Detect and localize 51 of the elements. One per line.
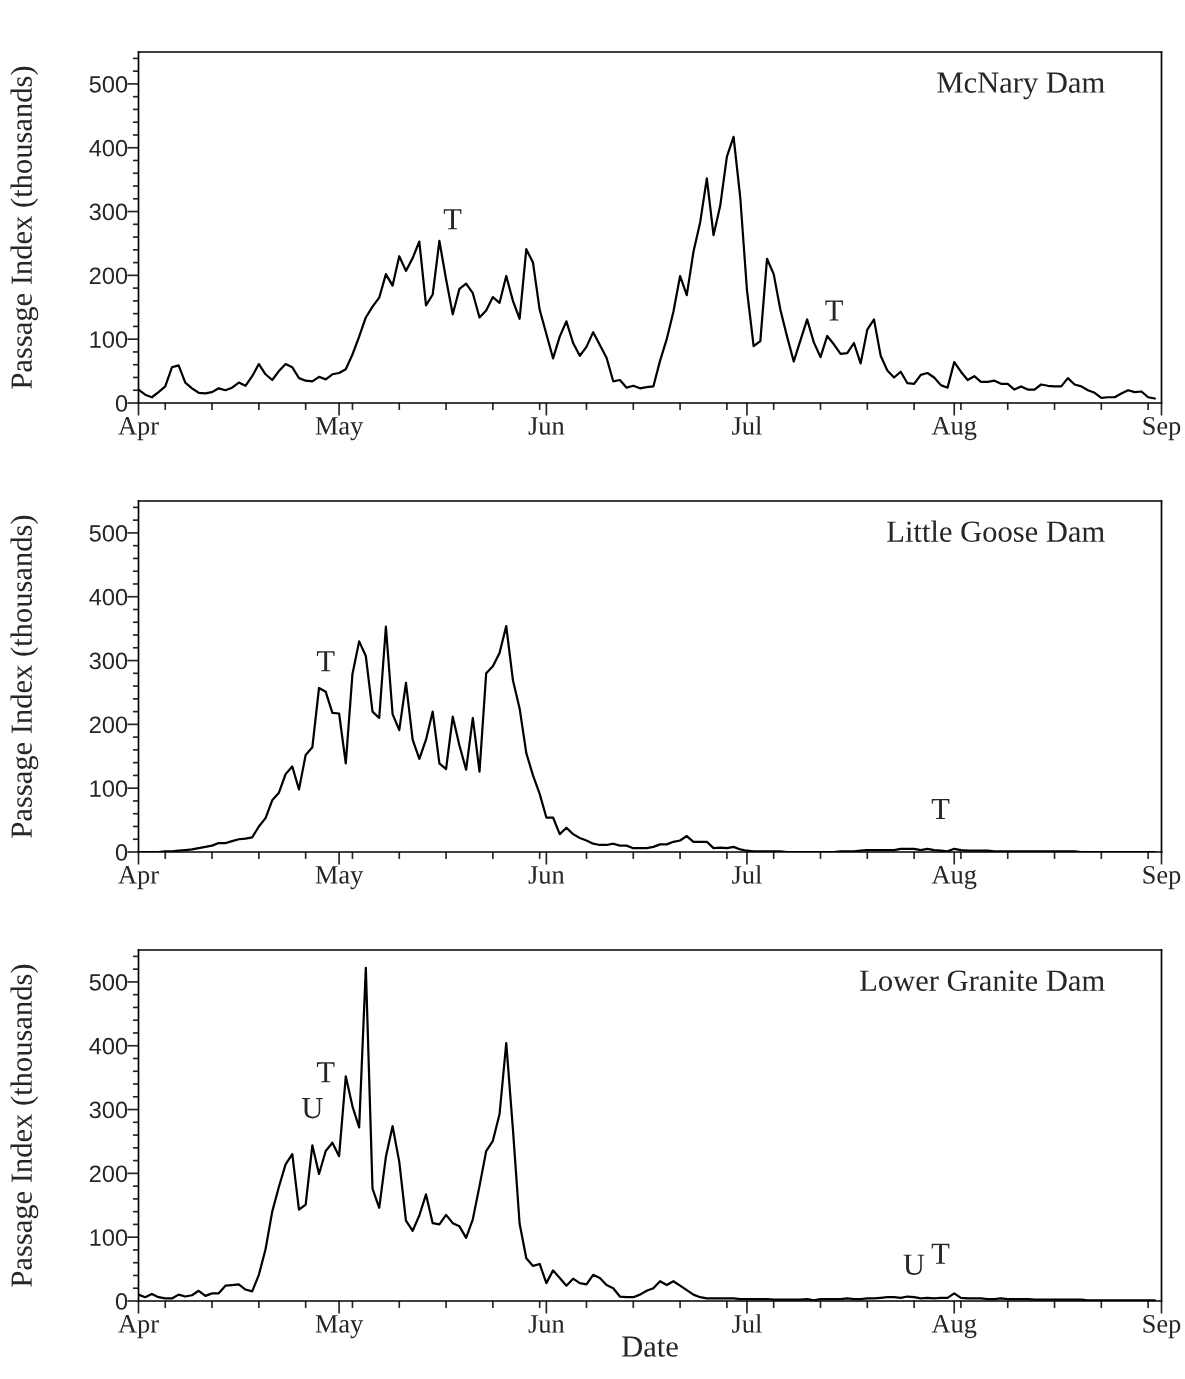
x-tick-label: Apr xyxy=(118,866,159,890)
annotation: U xyxy=(903,1254,925,1275)
y-tick-label: 100 xyxy=(90,780,128,797)
x-tick-label: May xyxy=(315,866,364,890)
y-axis-title: Passage Index (thousands) xyxy=(10,66,39,389)
annotation: T xyxy=(825,300,843,321)
y-tick-label: 400 xyxy=(89,1037,128,1055)
y-tick-label: 400 xyxy=(89,139,128,157)
annotation: U xyxy=(302,1098,323,1119)
x-tick-label: Sep xyxy=(1143,1315,1181,1339)
x-tick-label: Jul xyxy=(732,1314,762,1333)
annotation: T xyxy=(316,1062,335,1083)
x-tick-label: Jun xyxy=(528,1315,565,1333)
x-tick-label: Apr xyxy=(118,1315,159,1339)
x-tick-label: Sep xyxy=(1143,417,1181,441)
x-axis-title: Date xyxy=(622,1336,678,1357)
annotation: T xyxy=(931,798,950,819)
x-tick-label: Aug xyxy=(931,1315,977,1339)
y-tick-label: 300 xyxy=(89,203,128,221)
text: McNary Dam xyxy=(937,72,1105,100)
x-tick-label: Aug xyxy=(931,866,977,890)
y-tick-label: 100 xyxy=(90,1229,128,1246)
y-tick-label: 0 xyxy=(115,1293,128,1310)
y-tick-label: 300 xyxy=(89,1101,128,1119)
annotation: T xyxy=(316,651,335,672)
x-tick-label: Jun xyxy=(528,866,565,884)
y-tick-label: 200 xyxy=(89,716,128,734)
y-tick-label: 100 xyxy=(90,331,128,348)
x-tick-label: Apr xyxy=(118,417,159,441)
y-tick-label: 0 xyxy=(115,395,128,412)
x-tick-label: May xyxy=(315,417,364,441)
y-tick-label: 500 xyxy=(89,973,128,991)
annotation: T xyxy=(931,1243,950,1264)
x-tick-label: Jul xyxy=(732,416,762,435)
x-tick-label: Sep xyxy=(1143,866,1181,890)
y-tick-label: 200 xyxy=(89,1165,128,1183)
x-tick-label: May xyxy=(315,1315,364,1339)
y-axis-title: Passage Index (thousands) xyxy=(10,515,39,838)
y-axis-title: Passage Index (thousands) xyxy=(10,964,39,1287)
y-tick-label: 500 xyxy=(89,524,128,542)
y-tick-label: 200 xyxy=(89,267,128,285)
chart-title: Little Goose Dam xyxy=(887,520,1105,542)
annotation: T xyxy=(443,209,462,230)
x-tick-label: Jul xyxy=(732,865,762,884)
text: Lower Granite Dam xyxy=(860,970,1105,991)
y-tick-label: 300 xyxy=(89,652,128,670)
x-tick-label: Aug xyxy=(931,417,977,441)
y-tick-label: 400 xyxy=(89,588,128,606)
x-tick-label: Jun xyxy=(528,417,565,435)
y-tick-label: 0 xyxy=(115,844,128,861)
y-tick-label: 500 xyxy=(89,75,128,93)
